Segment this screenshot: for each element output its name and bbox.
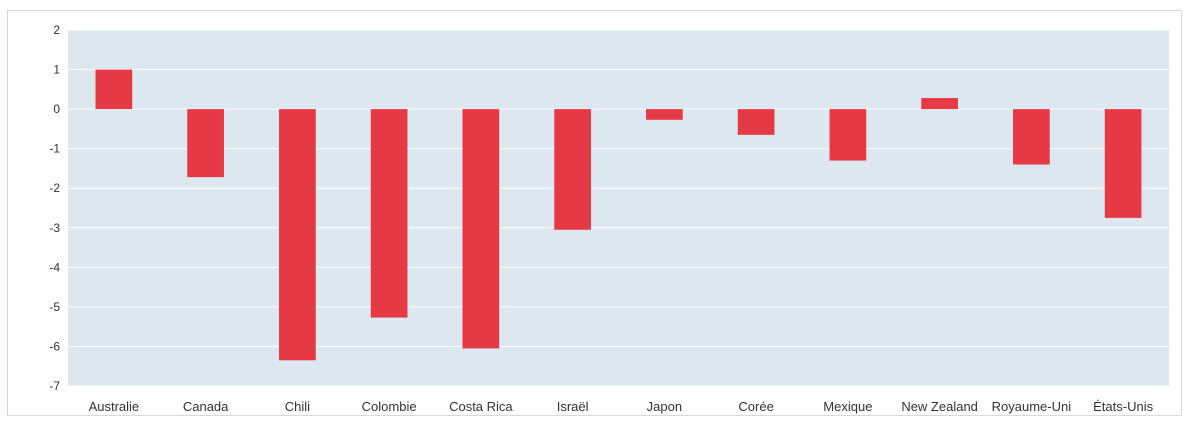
bars — [95, 69, 1142, 361]
y-tick-label: 1 — [53, 63, 60, 77]
y-axis: 2 1 0 -1 -2 -3 -4 -5 -6 -7 — [49, 23, 60, 393]
bar — [187, 109, 224, 178]
y-tick-label: -3 — [49, 221, 60, 235]
bar — [279, 109, 316, 361]
gridlines — [68, 29, 1169, 387]
y-tick-label: -2 — [49, 181, 60, 195]
bar — [554, 109, 591, 230]
x-tick-label: Costa Rica — [449, 399, 513, 414]
y-tick-label: -6 — [49, 339, 60, 353]
y-tick-label: 2 — [53, 23, 60, 37]
x-axis: Australie Canada Chili Colombie Costa Rica Is… — [89, 399, 1154, 414]
y-tick-label: -4 — [49, 260, 60, 274]
bar — [829, 109, 867, 161]
y-tick-label: -7 — [49, 379, 60, 393]
x-tick-label: Australie — [89, 399, 140, 414]
x-tick-label: États-Unis — [1093, 399, 1153, 414]
x-tick-label: Corée — [738, 399, 773, 414]
x-tick-label: Mexique — [823, 399, 872, 414]
bar — [921, 98, 958, 110]
bar — [462, 109, 500, 349]
x-tick-label: Chili — [285, 399, 310, 414]
bar — [370, 109, 408, 318]
x-tick-label: Royaume-Uni — [992, 399, 1072, 414]
bar — [1104, 109, 1142, 218]
x-tick-label: Colombie — [362, 399, 417, 414]
bar — [95, 69, 133, 110]
x-tick-label: Japon — [647, 399, 682, 414]
x-tick-label: Canada — [183, 399, 229, 414]
bar — [737, 109, 775, 135]
y-tick-label: -1 — [49, 142, 60, 156]
plot-area — [68, 30, 1169, 386]
y-tick-label: 0 — [53, 102, 60, 116]
bar — [1013, 109, 1050, 165]
x-tick-label: Israël — [557, 399, 589, 414]
x-tick-label: New Zealand — [901, 399, 978, 414]
y-tick-label: -5 — [49, 300, 60, 314]
bar — [646, 109, 683, 120]
